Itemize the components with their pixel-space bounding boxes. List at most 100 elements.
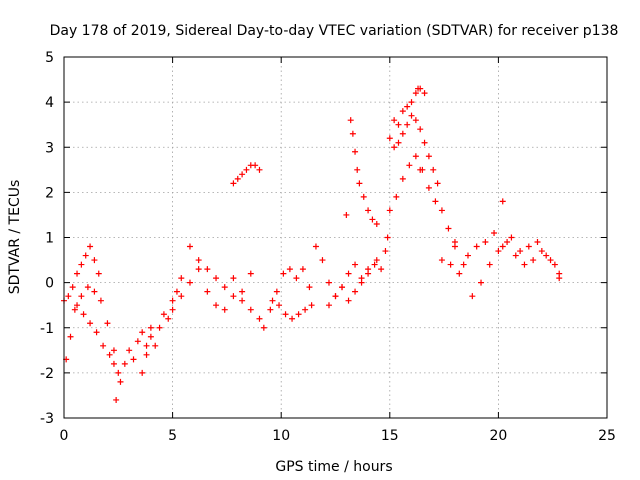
data-point <box>469 293 476 300</box>
data-point <box>521 261 528 268</box>
data-point <box>69 284 76 291</box>
data-point <box>404 103 411 110</box>
data-point <box>495 248 502 255</box>
data-point <box>512 252 519 259</box>
series-arc-5 <box>139 275 185 376</box>
series-arc-12 <box>325 261 385 309</box>
data-point <box>186 279 193 286</box>
data-point <box>186 243 193 250</box>
data-point <box>65 293 72 300</box>
data-point <box>430 166 437 173</box>
data-point <box>332 293 339 300</box>
series-arc-10 <box>269 297 315 322</box>
data-point <box>399 130 406 137</box>
data-point <box>302 306 309 313</box>
data-point <box>230 275 237 282</box>
data-point <box>286 266 293 273</box>
data-point <box>408 112 415 119</box>
data-point <box>147 333 154 340</box>
series-arc-2 <box>63 284 117 363</box>
data-point <box>530 257 537 264</box>
data-point <box>325 279 332 286</box>
series-arc-6 <box>169 257 254 313</box>
data-point <box>239 171 246 178</box>
data-point <box>386 207 393 214</box>
data-point <box>82 252 89 259</box>
data-point <box>152 342 159 349</box>
data-point <box>295 311 302 318</box>
data-point <box>165 315 172 322</box>
data-point <box>373 257 380 264</box>
y-tick-label: 1 <box>45 231 54 247</box>
data-series <box>61 85 563 403</box>
data-point <box>139 369 146 376</box>
data-point <box>280 270 287 277</box>
data-point <box>204 288 211 295</box>
data-point <box>247 270 254 277</box>
data-point <box>473 243 480 250</box>
data-point <box>289 315 296 322</box>
data-point <box>447 261 454 268</box>
data-point <box>247 306 254 313</box>
data-point <box>393 193 400 200</box>
data-point <box>143 342 150 349</box>
data-point <box>438 257 445 264</box>
data-point <box>406 162 413 169</box>
x-axis-label: GPS time / hours <box>275 459 392 475</box>
data-point <box>239 297 246 304</box>
data-point <box>213 275 220 282</box>
data-point <box>456 270 463 277</box>
data-point <box>256 166 263 173</box>
data-point <box>434 180 441 187</box>
data-point <box>221 284 228 291</box>
data-point <box>365 270 372 277</box>
data-point <box>239 288 246 295</box>
data-point <box>325 302 332 309</box>
data-point <box>267 306 274 313</box>
data-point <box>386 135 393 142</box>
data-point <box>273 288 280 295</box>
data-point <box>395 121 402 128</box>
data-point <box>499 243 506 250</box>
data-point <box>378 266 385 273</box>
data-point <box>460 261 467 268</box>
data-point <box>169 306 176 313</box>
data-point <box>134 338 141 345</box>
y-tick-label: 0 <box>45 276 54 292</box>
data-point <box>508 234 515 241</box>
data-point <box>478 279 485 286</box>
data-point <box>339 284 346 291</box>
data-point <box>260 324 267 331</box>
data-point <box>115 369 122 376</box>
y-tick-label: 3 <box>45 140 54 156</box>
data-point <box>425 153 432 160</box>
x-tick-label: 20 <box>489 428 507 444</box>
data-point <box>104 320 111 327</box>
data-point <box>543 252 550 259</box>
data-point <box>343 211 350 218</box>
data-point <box>234 175 241 182</box>
data-point <box>356 180 363 187</box>
data-point <box>404 121 411 128</box>
x-tick-label: 10 <box>272 428 290 444</box>
data-point <box>252 162 259 169</box>
data-point <box>358 279 365 286</box>
data-point <box>417 166 424 173</box>
axis-ticks: 0 5 10 15 20 25 -3 -2 -1 0 1 2 3 4 5 <box>40 50 616 444</box>
data-point <box>371 261 378 268</box>
data-point <box>243 166 250 173</box>
data-point <box>349 130 356 137</box>
data-point <box>74 270 81 277</box>
data-point <box>556 275 563 282</box>
data-point <box>352 148 359 155</box>
series-arc-7 <box>186 243 263 322</box>
series-arc-15 <box>391 112 441 187</box>
series-arc-13 <box>347 117 380 227</box>
data-point <box>504 239 511 246</box>
data-point <box>319 257 326 264</box>
data-point <box>547 257 554 264</box>
data-point <box>282 311 289 318</box>
data-point <box>391 144 398 151</box>
data-point <box>93 329 100 336</box>
